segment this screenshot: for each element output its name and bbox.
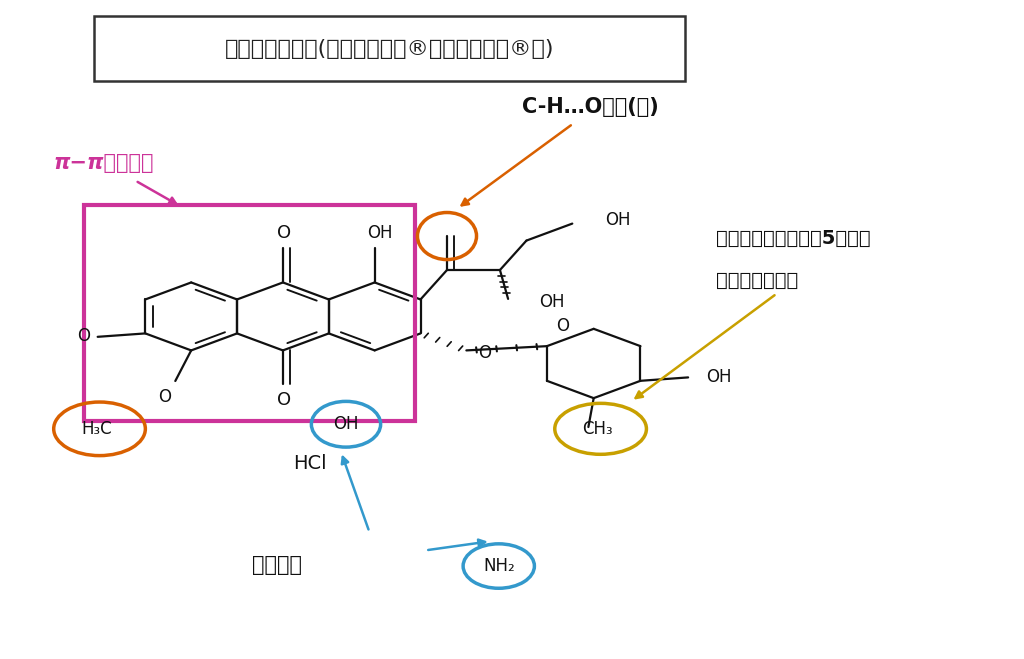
Text: 疏水性相互作用: 疏水性相互作用 bbox=[716, 271, 798, 290]
Text: O: O bbox=[77, 327, 90, 345]
Text: O: O bbox=[478, 344, 492, 362]
Text: O: O bbox=[556, 317, 568, 335]
Text: O: O bbox=[276, 224, 291, 242]
Text: 分子全体でアミノ酸5残基と: 分子全体でアミノ酸5残基と bbox=[716, 229, 870, 248]
Text: ドキソルビシン(アドリアシン®注、ドキシル®注): ドキソルビシン(アドリアシン®注、ドキシル®注) bbox=[225, 38, 555, 59]
Text: OH: OH bbox=[539, 293, 564, 311]
Text: OH: OH bbox=[367, 224, 392, 242]
Text: 水素結合: 水素結合 bbox=[252, 555, 302, 575]
Text: H₃C: H₃C bbox=[81, 420, 112, 438]
Text: OH: OH bbox=[605, 212, 631, 229]
Text: O: O bbox=[159, 387, 172, 406]
Text: OH: OH bbox=[333, 415, 358, 433]
FancyBboxPatch shape bbox=[94, 16, 685, 81]
Text: C-H…O結合(弱): C-H…O結合(弱) bbox=[522, 98, 658, 117]
Text: OH: OH bbox=[706, 368, 731, 386]
Text: NH₂: NH₂ bbox=[483, 557, 515, 575]
Text: O: O bbox=[276, 391, 291, 409]
Text: HCl: HCl bbox=[293, 454, 327, 473]
Text: CH₃: CH₃ bbox=[583, 420, 612, 438]
Text: π−π相互作用: π−π相互作用 bbox=[53, 153, 155, 173]
